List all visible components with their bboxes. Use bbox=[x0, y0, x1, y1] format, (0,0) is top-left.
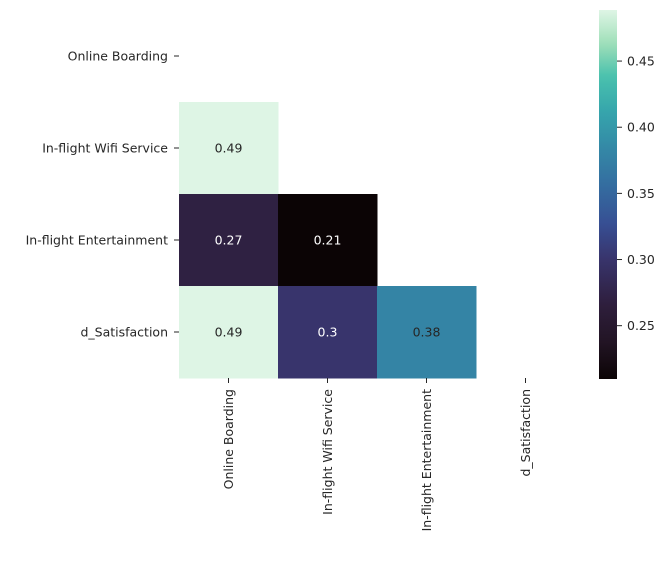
y-tick-label: Online Boarding bbox=[68, 49, 168, 64]
colorbar-tick-label: 0.45 bbox=[627, 54, 655, 69]
x-tick-label: Online Boarding bbox=[221, 389, 236, 489]
x-tick-label: In-flight Wifi Service bbox=[320, 389, 335, 515]
colorbar-gradient bbox=[599, 10, 617, 379]
x-tick-label: In-flight Entertainment bbox=[419, 389, 434, 531]
y-axis: Online Boarding In-flight Wifi Service In-… bbox=[26, 49, 179, 340]
colorbar-tick-label: 0.35 bbox=[627, 186, 655, 201]
cell-annotation: 0.3 bbox=[318, 325, 338, 340]
heatmap-cell bbox=[179, 102, 279, 195]
cell-annotation: 0.21 bbox=[314, 233, 342, 248]
heatmap-cell bbox=[179, 194, 279, 287]
colorbar-tick-label: 0.40 bbox=[627, 120, 655, 135]
y-tick-label: In-flight Wifi Service bbox=[42, 141, 168, 156]
heatmap-cell bbox=[377, 286, 477, 379]
heatmap-annotations: 0.49 0.27 0.21 0.49 0.3 0.38 bbox=[215, 141, 441, 340]
heatmap-cell bbox=[278, 286, 378, 379]
colorbar: 0.25 0.30 0.35 0.40 0.45 bbox=[599, 10, 655, 379]
y-tick-label: d_Satisfaction bbox=[80, 325, 168, 340]
y-tick-label: In-flight Entertainment bbox=[26, 233, 168, 248]
x-tick-label: d_Satisfaction bbox=[518, 389, 533, 477]
cell-annotation: 0.49 bbox=[215, 325, 243, 340]
colorbar-tick-label: 0.30 bbox=[627, 252, 655, 267]
x-axis: Online Boarding In-flight Wifi Service In-… bbox=[221, 378, 533, 531]
heatmap-cell bbox=[278, 194, 378, 287]
heatmap-cell bbox=[179, 286, 279, 379]
heatmap-cells bbox=[179, 102, 477, 379]
colorbar-tick-label: 0.25 bbox=[627, 318, 655, 333]
cell-annotation: 0.27 bbox=[215, 233, 243, 248]
cell-annotation: 0.49 bbox=[215, 141, 243, 156]
cell-annotation: 0.38 bbox=[413, 325, 441, 340]
